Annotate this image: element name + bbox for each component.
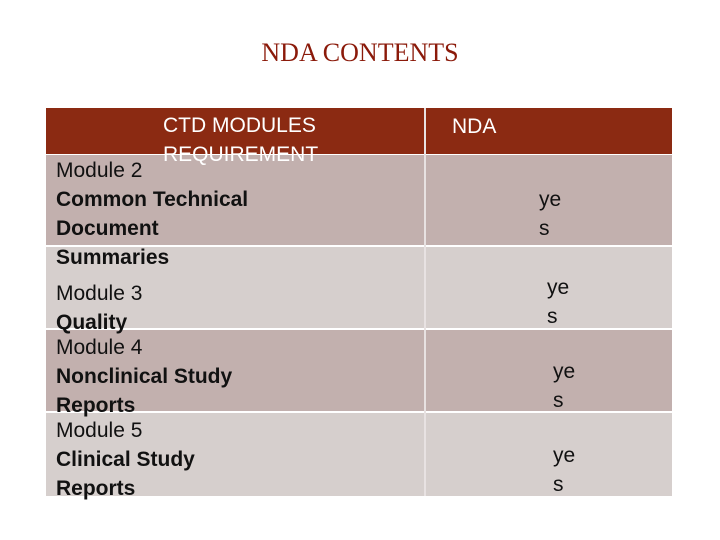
table-row (46, 330, 672, 411)
header-requirement: REQUIREMENT (163, 143, 319, 166)
nda-value: s (539, 217, 550, 240)
row-module-title: Clinical Study (56, 448, 195, 471)
row-module-title: Reports (56, 394, 136, 417)
nda-value: s (553, 473, 564, 496)
table-row (46, 247, 672, 328)
row-module-label: Module 2 (56, 159, 143, 182)
row-module-title: Nonclinical Study (56, 365, 233, 388)
table-row (46, 155, 672, 245)
nda-value: ye (539, 188, 562, 211)
header-nda: NDA (452, 115, 497, 138)
row-module-label: Module 4 (56, 336, 143, 359)
column-divider (424, 108, 426, 496)
nda-value: ye (553, 444, 576, 467)
nda-value: ye (553, 360, 576, 383)
nda-value: ye (547, 276, 570, 299)
nda-contents-table: CTD MODULES REQUIREMENT NDA Module 2 Com… (46, 108, 672, 500)
row-module-title: Quality (56, 311, 128, 334)
row-module-title: Common Technical (56, 188, 249, 211)
row-module-label: Module 5 (56, 419, 143, 442)
nda-value: s (553, 389, 564, 412)
page-title: NDA CONTENTS (261, 38, 459, 67)
row-module-title: Summaries (56, 246, 170, 269)
row-module-title: Document (56, 217, 159, 240)
nda-value: s (547, 305, 558, 328)
table-header-row (46, 108, 672, 154)
row-module-label: Module 3 (56, 282, 143, 305)
header-ctd-modules: CTD MODULES (163, 114, 316, 137)
table-row (46, 413, 672, 496)
row-module-title: Reports (56, 477, 136, 500)
